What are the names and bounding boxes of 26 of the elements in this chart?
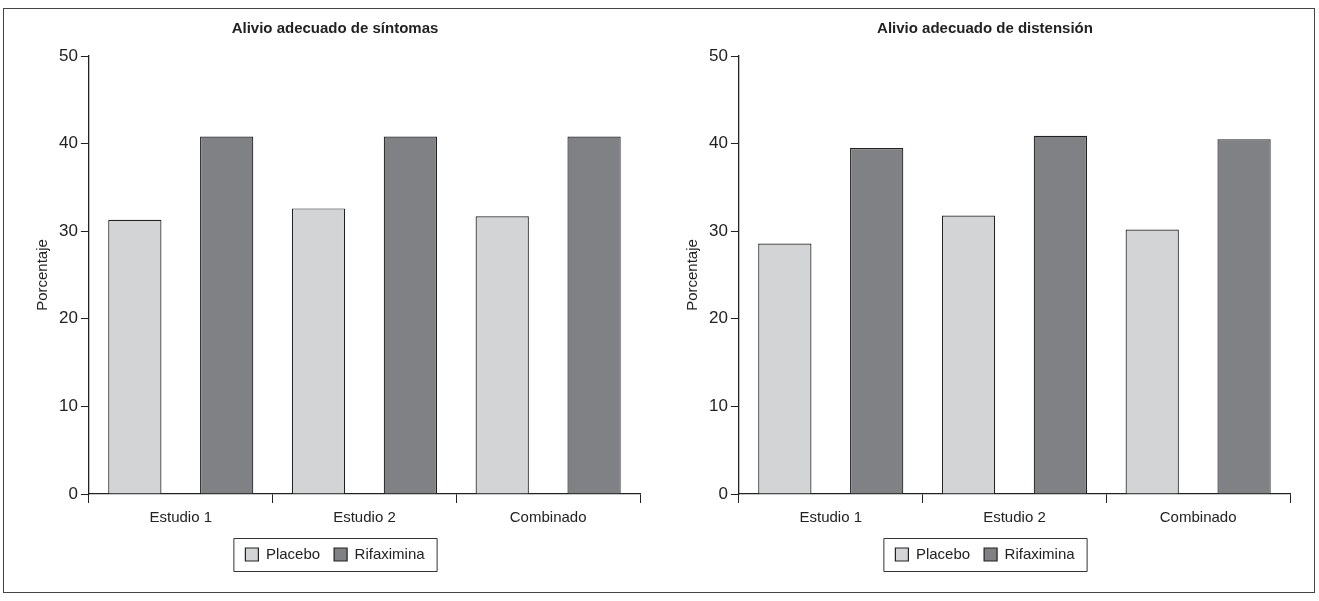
x-tick-label: Estudio 1 (149, 508, 213, 526)
y-tick-label: 40 (58, 133, 78, 153)
x-tick-label: Estudio 2 (333, 508, 396, 526)
y-tick-label: 20 (58, 308, 78, 328)
y-tick-label: 50 (708, 45, 728, 65)
legend-label: Rifaximina (1004, 544, 1076, 562)
y-tick-label: 50 (58, 45, 78, 65)
legend-label: Placebo (915, 544, 971, 562)
legend-label: Placebo (265, 544, 321, 562)
y-tick-label: 10 (58, 396, 78, 416)
chart-title: Alivio adecuado de síntomas (231, 19, 439, 37)
y-axis-title: Porcentaje (683, 239, 701, 311)
y-tick-label: 0 (718, 483, 728, 503)
x-tick-label: Combinado (509, 508, 587, 526)
x-tick-label: Combinado (1159, 508, 1237, 526)
y-axis-title: Porcentaje (33, 239, 51, 311)
chart-title: Alivio adecuado de distensión (877, 19, 1093, 37)
x-tick-label: Estudio 1 (799, 508, 863, 526)
y-tick-label: 30 (58, 220, 78, 240)
legend-label: Rifaximina (354, 544, 426, 562)
y-tick-label: 40 (708, 133, 728, 153)
y-tick-label: 0 (68, 483, 78, 503)
y-tick-label: 30 (708, 220, 728, 240)
x-tick-label: Estudio 2 (983, 508, 1046, 526)
y-tick-label: 20 (708, 308, 728, 328)
y-tick-label: 10 (708, 396, 728, 416)
